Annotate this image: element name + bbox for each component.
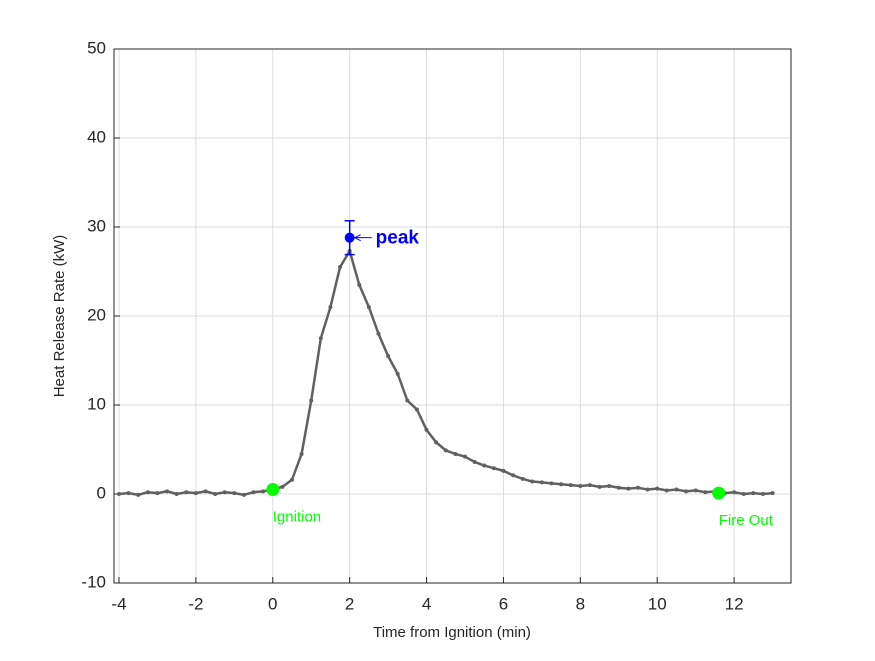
data-point — [116, 492, 121, 496]
data-point — [395, 371, 400, 376]
data-point — [501, 468, 506, 473]
x-tick-label: -2 — [188, 594, 203, 613]
data-point — [472, 459, 477, 464]
data-point — [145, 490, 150, 495]
y-tick-label: 20 — [87, 305, 106, 324]
data-point — [289, 477, 294, 482]
data-point — [280, 484, 285, 489]
data-point — [597, 484, 602, 489]
data-point — [203, 489, 208, 494]
data-point — [251, 490, 256, 495]
data-point — [491, 466, 496, 471]
data-point — [770, 491, 775, 496]
data-point — [684, 489, 689, 494]
data-point — [232, 491, 237, 496]
data-point — [674, 487, 679, 492]
data-point — [174, 492, 179, 496]
data-point — [241, 492, 246, 497]
data-point — [626, 486, 631, 491]
y-tick-label: 0 — [97, 483, 106, 502]
data-point — [482, 463, 487, 468]
data-point — [520, 476, 525, 481]
data-point — [760, 492, 765, 496]
event-marker — [266, 483, 280, 497]
data-point — [213, 492, 218, 496]
plot-frame — [113, 48, 792, 584]
data-point — [607, 483, 612, 488]
data-point — [165, 489, 170, 494]
data-point — [443, 448, 448, 453]
data-point — [386, 354, 391, 359]
data-point — [366, 305, 371, 310]
event-label: Fire Out — [719, 512, 774, 529]
data-point — [184, 490, 189, 495]
data-point — [549, 481, 554, 486]
data-point — [655, 486, 660, 491]
x-tick-label: 8 — [576, 594, 585, 613]
y-tick-label: -10 — [81, 572, 106, 591]
x-tick-label: 0 — [268, 594, 277, 613]
y-tick-label: 30 — [87, 216, 106, 235]
data-point — [309, 398, 314, 403]
x-tick-label: 10 — [648, 594, 667, 613]
data-point — [155, 491, 160, 496]
event-label: Ignition — [273, 509, 321, 526]
data-point — [126, 491, 131, 496]
y-tick-label: 40 — [87, 127, 106, 146]
data-point — [635, 485, 640, 490]
data-point — [414, 407, 419, 412]
peak-marker — [344, 232, 355, 243]
data-point — [338, 265, 343, 270]
data-point — [578, 483, 583, 488]
data-point — [559, 482, 564, 487]
event-marker — [712, 486, 726, 500]
data-point — [693, 488, 698, 493]
y-axis-label: Heat Release Rate (kW) — [51, 235, 68, 398]
data-point — [434, 440, 439, 445]
data-point — [539, 480, 544, 485]
data-point — [462, 454, 467, 459]
x-tick-label: 6 — [499, 594, 508, 613]
x-tick-label: 2 — [345, 594, 354, 613]
data-point — [136, 492, 141, 497]
y-tick-label: 10 — [87, 394, 106, 413]
data-point — [376, 331, 381, 336]
data-point — [664, 488, 669, 493]
data-point — [328, 305, 333, 310]
data-point — [299, 451, 304, 456]
data-point — [616, 485, 621, 490]
data-point — [424, 427, 429, 432]
data-point — [405, 398, 410, 403]
peak-arrowhead — [354, 234, 361, 242]
data-point — [751, 491, 756, 496]
data-point — [645, 487, 650, 492]
data-point — [261, 489, 266, 494]
data-point — [568, 483, 573, 488]
y-tick-label: 50 — [87, 38, 106, 57]
data-point — [703, 490, 708, 495]
x-tick-label: -4 — [111, 594, 126, 613]
peak-label: peak — [376, 228, 420, 249]
x-axis-label: Time from Ignition (min) — [373, 624, 531, 641]
data-point — [222, 490, 227, 495]
data-point — [530, 479, 535, 484]
data-point — [193, 491, 198, 496]
data-point — [318, 336, 323, 341]
data-point — [511, 473, 516, 478]
data-point — [357, 282, 362, 287]
x-tick-label: 12 — [725, 594, 744, 613]
x-tick-label: 4 — [422, 594, 431, 613]
data-point — [741, 492, 746, 496]
data-point — [587, 483, 592, 488]
data-point — [453, 451, 458, 456]
data-point — [732, 490, 737, 495]
